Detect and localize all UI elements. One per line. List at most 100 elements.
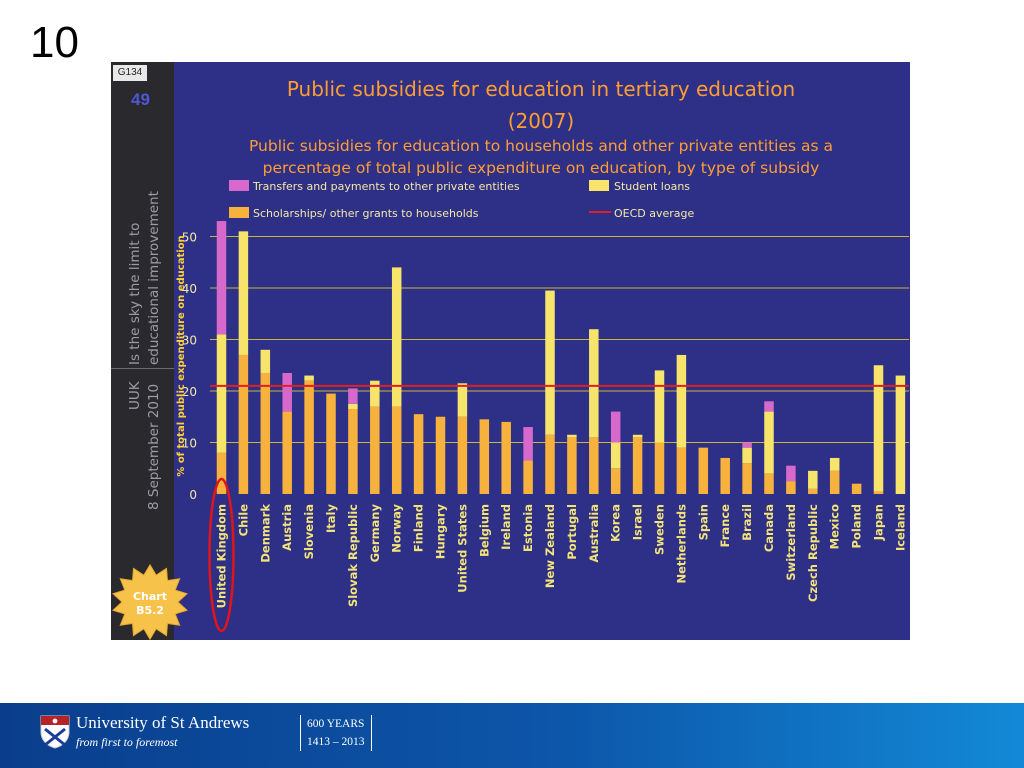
bar-segment: [720, 457, 730, 494]
university-name: University of St Andrews: [76, 713, 250, 732]
figure-sidebar: G134 49 Is the sky the limit to educatio…: [111, 62, 174, 640]
bar-segment: [589, 437, 599, 494]
footer-bar: University of St Andrews from first to f…: [0, 703, 1024, 768]
bar-segment: [829, 470, 840, 494]
legend-swatch-transfers: [229, 180, 249, 191]
x-tick-label: Hungary: [434, 504, 448, 560]
slide-number: 10: [30, 18, 79, 67]
y-tick-label: 40: [182, 282, 197, 296]
bar-segment: [829, 457, 840, 471]
x-tick-label: Sweden: [653, 504, 667, 555]
bar-segment: [808, 488, 818, 494]
bar-segment: [501, 421, 511, 494]
bar-segment: [479, 419, 490, 494]
bar-segment: [435, 416, 446, 494]
bar-segment: [808, 470, 818, 489]
sidebar-divider: [111, 368, 174, 369]
x-tick-label: Poland: [850, 504, 864, 548]
figure-code-label: G134: [113, 65, 147, 81]
bar-segment: [764, 411, 774, 474]
bar-segment: [742, 442, 752, 448]
bar-segment: [589, 329, 599, 438]
bar-segment: [873, 491, 884, 494]
x-tick-label: Mexico: [828, 504, 842, 549]
y-axis-label: % of total public expenditure on educati…: [176, 235, 187, 476]
bar-segment: [282, 411, 292, 494]
bar-segment: [413, 414, 424, 494]
y-tick-label: 30: [182, 334, 197, 348]
x-tick-label: Australia: [587, 504, 601, 563]
bar-segment: [523, 427, 533, 461]
bar-segment: [764, 473, 774, 494]
bar-segment: [567, 437, 577, 494]
bar-segment: [457, 383, 468, 417]
bar-segment: [370, 380, 380, 407]
legend-label-transfers: Transfers and payments to other private …: [252, 180, 520, 193]
x-tick-label: Slovenia: [302, 504, 316, 559]
bar-segment: [632, 437, 643, 494]
x-tick-label: Chile: [236, 504, 250, 537]
bar-segment: [764, 401, 774, 412]
bar-segment: [610, 468, 621, 494]
x-tick-label: Finland: [412, 504, 426, 552]
bar-segment: [545, 434, 555, 494]
bar-segment: [391, 406, 402, 494]
legend-label-loans: Student loans: [614, 180, 690, 193]
anniversary-line1: 600 YEARS: [307, 718, 365, 730]
chart-title-year: (2007): [508, 109, 575, 133]
x-tick-label: Portugal: [565, 504, 579, 560]
bar-segment: [457, 416, 468, 494]
bar-segment: [304, 380, 314, 494]
y-tick-label: 0: [189, 488, 197, 502]
x-tick-label: Czech Republic: [806, 504, 820, 602]
bar-segment: [742, 447, 752, 464]
bar-segment: [895, 375, 906, 494]
chart-badge-starburst: [112, 563, 188, 640]
bar-segment: [238, 231, 249, 355]
bar-segment: [238, 354, 249, 494]
bar-segment: [260, 372, 271, 494]
bar-segment: [326, 393, 336, 494]
x-tick-label: France: [718, 504, 732, 548]
chart-canvas: Public subsidies for education in tertia…: [112, 77, 909, 640]
x-tick-label: Spain: [696, 504, 710, 540]
chart-subtitle-line1: Public subsidies for education to househ…: [249, 137, 833, 155]
anniversary-box: 600 YEARS 1413 – 2013: [300, 715, 372, 751]
x-tick-label: Israel: [631, 504, 645, 540]
chart-figure: G134 49 Is the sky the limit to educatio…: [111, 62, 910, 640]
x-tick-label: Switzerland: [784, 504, 798, 581]
x-tick-label: Denmark: [258, 504, 272, 563]
x-tick-label: Belgium: [477, 504, 491, 557]
bar-segment: [786, 465, 796, 482]
x-tick-label: Austria: [280, 504, 294, 551]
x-tick-label: Slovak Republic: [346, 504, 360, 607]
bar-segment: [676, 354, 687, 448]
bar-segment: [216, 334, 227, 453]
bar-segment: [654, 442, 665, 494]
bar-segment: [610, 411, 621, 443]
bar-segment: [216, 221, 227, 335]
chart-subtitle-line2: percentage of total public expenditure o…: [263, 159, 820, 177]
highlight-ellipse: [208, 477, 235, 633]
x-tick-label: New Zealand: [543, 504, 557, 588]
bar-segment: [632, 434, 643, 438]
legend-swatch-scholarships: [229, 207, 249, 218]
x-tick-label: Estonia: [521, 504, 535, 552]
x-tick-label: Norway: [390, 504, 404, 553]
y-tick-label: 10: [182, 437, 197, 451]
chart-badge-line2: B5.2: [136, 604, 164, 617]
x-tick-label: Japan: [872, 504, 886, 541]
x-tick-label: Brazil: [740, 504, 754, 541]
anniversary-line2: 1413 – 2013: [307, 736, 365, 748]
bar-segment: [654, 370, 665, 443]
bar-segment: [282, 372, 292, 412]
x-tick-label: United Kingdom: [215, 504, 229, 608]
y-tick-label: 50: [182, 231, 197, 245]
university-motto: from first to foremost: [76, 735, 178, 749]
bar-segment: [786, 481, 796, 494]
bar-segment: [216, 452, 227, 494]
bar-segment: [348, 409, 358, 494]
bar-segment: [610, 442, 621, 469]
x-tick-label: United States: [455, 504, 469, 593]
bar-segment: [391, 267, 402, 407]
